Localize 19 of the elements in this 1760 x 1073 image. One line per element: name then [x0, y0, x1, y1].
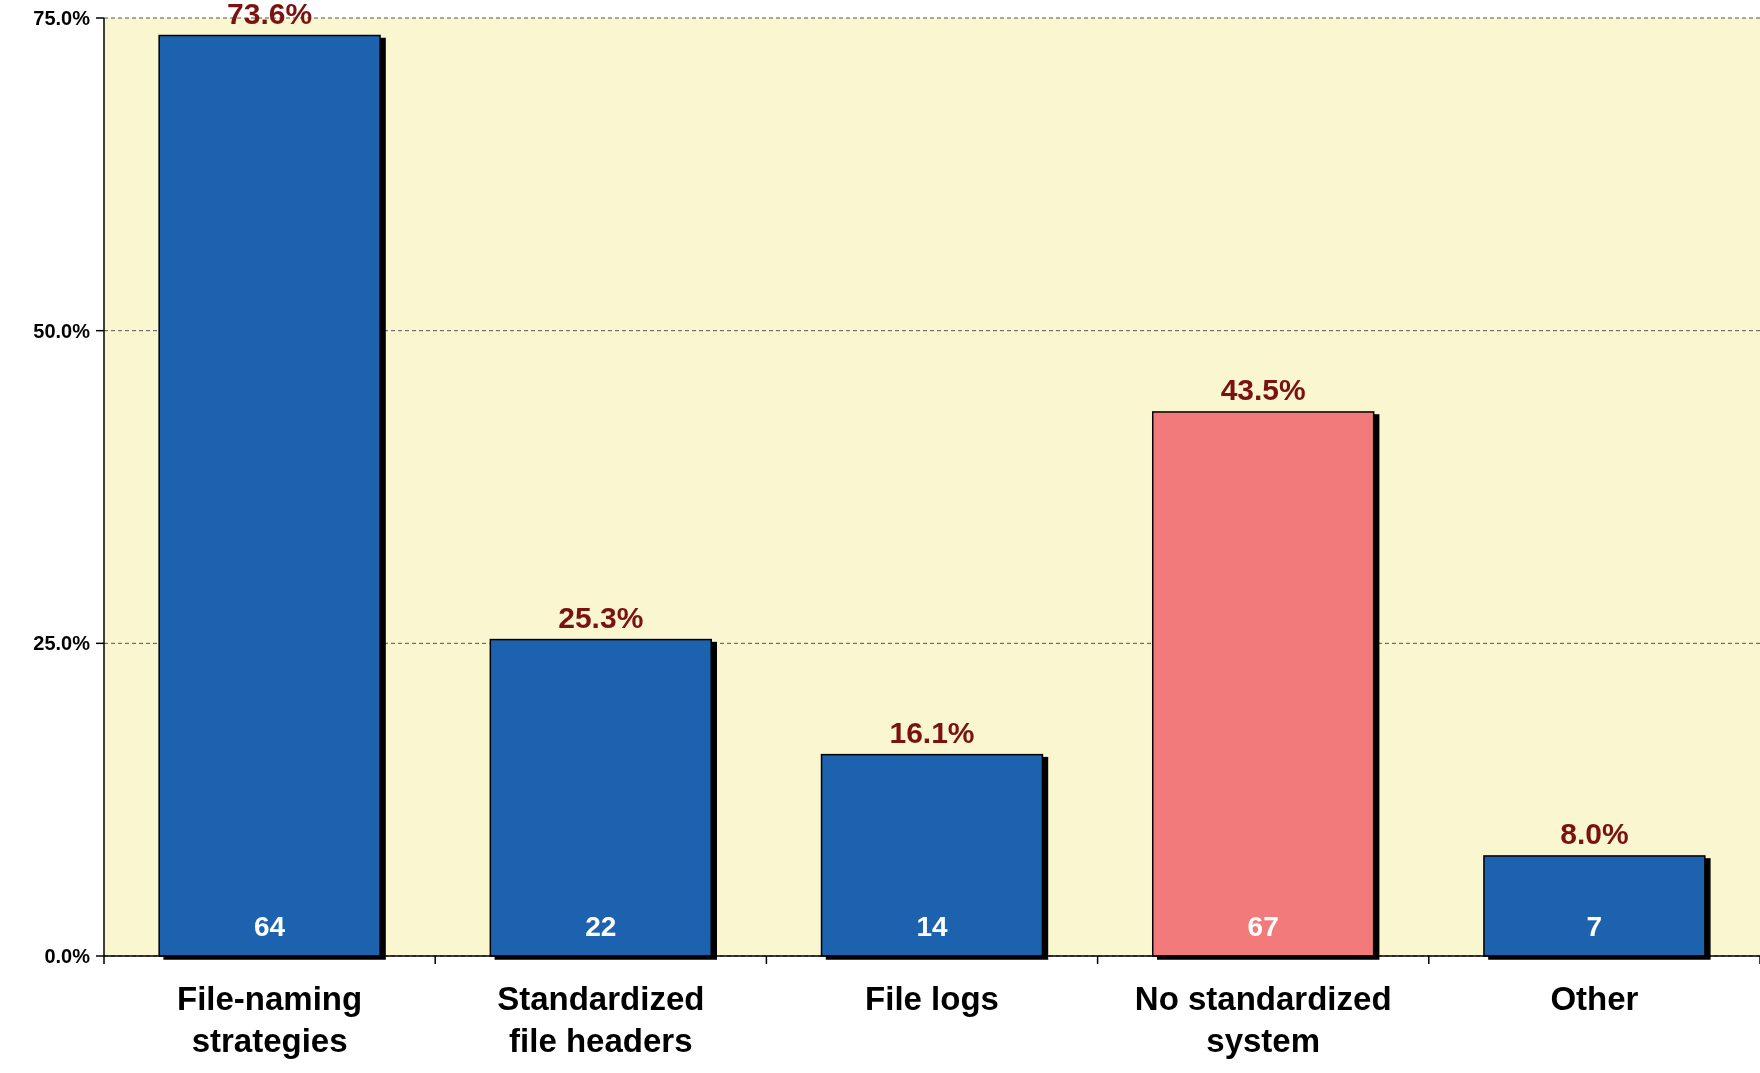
y-tick-label: 0.0% — [44, 945, 91, 967]
data-label: 8.0% — [1560, 816, 1629, 850]
data-label: 16.1% — [889, 715, 975, 749]
x-tick-label: Other — [1550, 980, 1639, 1017]
x-tick-label: Standardized file headers — [497, 980, 705, 1059]
annotation: 7 — [1586, 911, 1603, 942]
annotation: 67 — [1247, 911, 1279, 942]
data-label: 73.6% — [227, 0, 313, 30]
data-label: 25.3% — [558, 600, 644, 634]
annotation: 14 — [916, 911, 948, 942]
y-tick-label: 50.0% — [33, 319, 91, 342]
annotation: 64 — [254, 911, 286, 942]
data-label: 43.5% — [1220, 372, 1306, 406]
annotation: 22 — [585, 911, 617, 942]
x-tick-label: No standardized system — [1134, 980, 1392, 1059]
y-tick-label: 75.0% — [33, 7, 91, 29]
x-tick-label: File logs — [865, 980, 999, 1017]
y-tick-label: 25.0% — [33, 632, 91, 655]
x-tick-label: File-naming strategies — [177, 980, 363, 1059]
